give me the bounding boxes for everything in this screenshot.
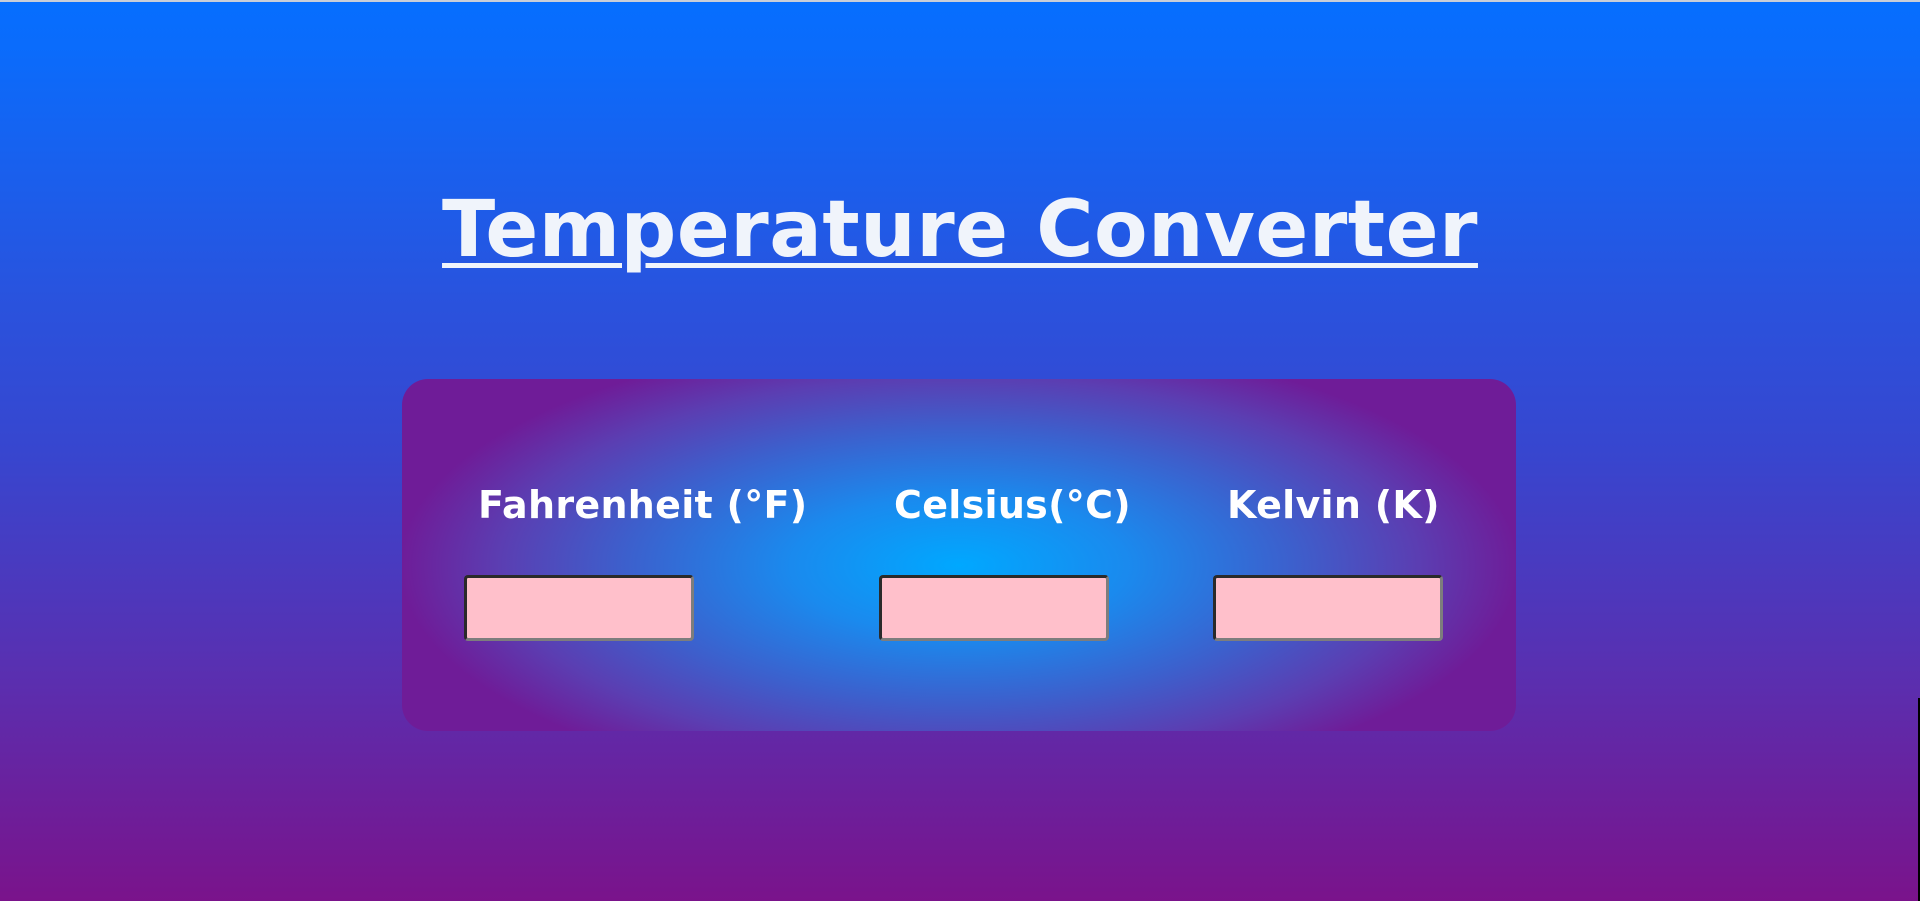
kelvin-label: Kelvin (K) — [1227, 483, 1440, 527]
top-border-line — [0, 0, 1920, 2]
converter-panel: Fahrenheit (°F) Celsius(°C) Kelvin (K) — [402, 379, 1516, 731]
fahrenheit-input[interactable] — [464, 575, 694, 641]
kelvin-input[interactable] — [1213, 575, 1443, 641]
fahrenheit-label: Fahrenheit (°F) — [478, 483, 808, 527]
page-title: Temperature Converter — [442, 185, 1478, 275]
right-edge-strip — [1918, 698, 1920, 901]
celsius-input[interactable] — [879, 575, 1109, 641]
celsius-label: Celsius(°C) — [894, 483, 1131, 527]
